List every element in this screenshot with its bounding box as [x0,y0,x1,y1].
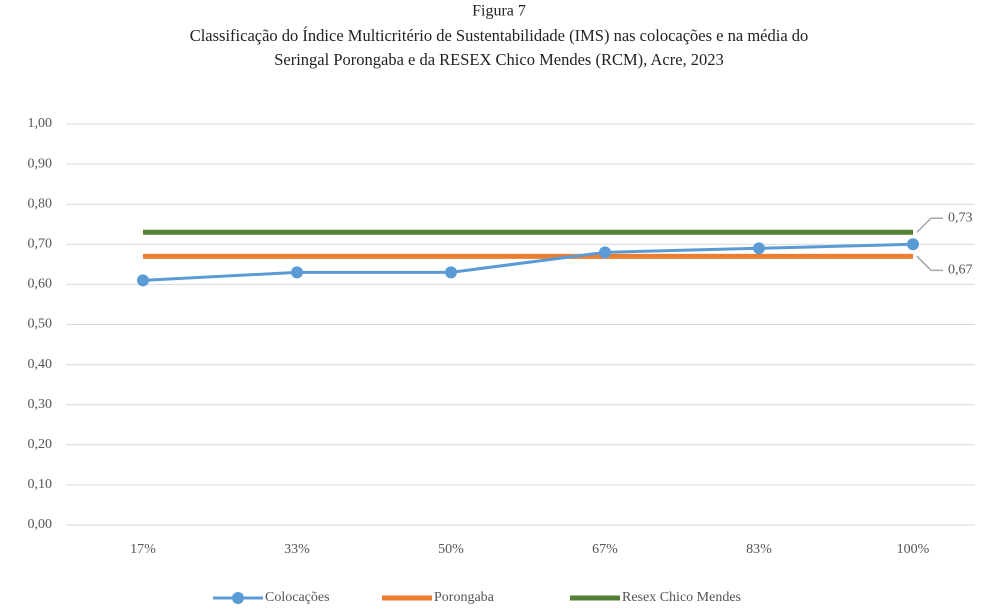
leader-line [916,255,943,272]
chart-subtitle: Seringal Porongaba e da RESEX Chico Mend… [274,50,724,69]
x-tick-label: 67% [592,542,618,557]
x-tick-label: 83% [746,542,772,557]
marker [445,266,457,279]
chart-title: Figura 7 [472,3,526,20]
x-tick-label: 100% [897,542,930,557]
data-label: 0,73 [948,210,973,225]
y-tick-label: 0,20 [28,437,53,452]
y-tick-label: 0,70 [28,237,53,252]
x-tick-label: 17% [130,542,156,557]
data-label: 0,67 [948,263,973,278]
x-tick-label: 50% [438,542,464,557]
leader-line [916,217,943,233]
y-tick-label: 0,00 [28,517,53,532]
chart-subtitle: Classificação do Índice Multicritério de… [190,26,809,45]
y-tick-label: 1,00 [28,116,53,131]
y-tick-label: 0,80 [28,196,53,211]
legend-label: Porongaba [434,590,495,605]
legend-label: Colocações [265,590,330,605]
marker [753,242,765,255]
legend-marker [232,592,244,604]
marker [291,266,303,279]
y-tick-label: 0,90 [28,156,53,171]
y-tick-label: 0,30 [28,397,53,412]
marker [907,238,919,251]
y-tick-label: 0,10 [28,477,53,492]
series-line [142,242,914,282]
x-tick-label: 33% [284,542,310,557]
marker [599,246,611,259]
marker [137,274,149,287]
legend-label: Resex Chico Mendes [622,590,741,605]
y-tick-label: 0,40 [28,357,53,372]
y-tick-label: 0,50 [28,317,53,332]
y-tick-label: 0,60 [28,277,53,292]
